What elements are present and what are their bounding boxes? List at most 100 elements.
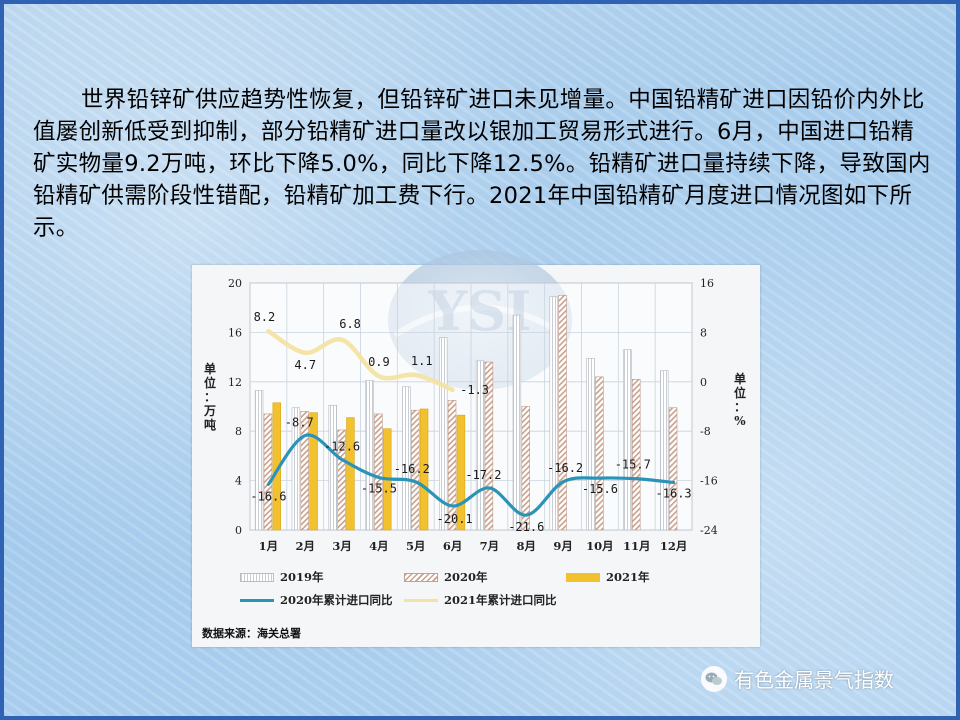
bar-2019年-3月 <box>328 404 337 531</box>
x-tick-label: 6月 <box>443 539 463 553</box>
y2-axis-title: 单位：% <box>734 371 746 428</box>
y2-tick-label: -16 <box>700 475 718 488</box>
legend-swatch-2021-yoy <box>404 598 438 602</box>
data-label-2021-yoy: 4.7 <box>294 358 316 372</box>
bar-2019年-1月 <box>254 390 264 531</box>
line-2020-yoy <box>266 433 676 517</box>
data-label-2021-yoy: 8.2 <box>254 310 276 324</box>
data-label-2020-yoy: -15.5 <box>361 482 397 496</box>
bar-2020年-4月 <box>374 413 383 531</box>
chart-svg: 0 4 8 12 16 20 -24 -16 -8 0 8 16 1月 2月 3月 4月 5月 6月 7月 8月 9月 1… <box>203 277 746 553</box>
y2-tick-label: 0 <box>700 376 707 389</box>
bar-2021年-5月 <box>419 408 429 531</box>
x-tick-label: 11月 <box>623 539 651 553</box>
legend-label-2019: 2019年 <box>280 570 324 584</box>
legend-label-2020-yoy: 2020年累计进口同比 <box>280 593 393 607</box>
y-tick-label: 16 <box>228 326 242 339</box>
bar-2021年-3月 <box>346 417 355 531</box>
x-tick-label: 2月 <box>295 539 315 553</box>
bar-2019年-5月 <box>402 386 411 531</box>
data-label-2020-yoy: -12.6 <box>324 440 360 454</box>
data-label-2020-yoy: -20.1 <box>437 512 473 526</box>
bar-2019年-7月 <box>475 360 485 531</box>
legend-item-2020: 2020年 <box>404 569 488 585</box>
legend-swatch-2019 <box>240 572 274 582</box>
x-tick-label: 1月 <box>259 539 279 553</box>
bar-2020年-1月 <box>263 413 273 531</box>
bar-2019年-11月 <box>623 349 632 531</box>
y-tick-label: 0 <box>235 524 242 537</box>
bar-2020年-9月 <box>558 295 567 531</box>
x-tick-label: 10月 <box>586 539 614 553</box>
bar-2019年-2月 <box>291 407 301 531</box>
frame-top <box>0 0 960 4</box>
x-tick-label: 7月 <box>480 539 500 553</box>
y2-tick-label: 8 <box>700 326 707 339</box>
bar-2020年-5月 <box>411 409 420 531</box>
bar-2021年-2月 <box>309 412 318 531</box>
bar-2019年-4月 <box>365 380 374 531</box>
y2-tick-label: -24 <box>700 524 718 537</box>
bar-2019年-9月 <box>549 296 558 531</box>
legend-item-2021-yoy: 2021年累计进口同比 <box>404 592 557 608</box>
legend-swatch-2020-yoy <box>240 598 274 602</box>
data-label-2020-yoy: -17.2 <box>465 468 501 482</box>
y-tick-label: 20 <box>228 277 242 290</box>
frame-bottom <box>0 716 960 720</box>
bar-2020年-10月 <box>595 376 604 531</box>
wechat-icon <box>701 665 727 692</box>
x-tick-label: 5月 <box>406 539 426 553</box>
x-tick-label: 12月 <box>660 539 688 553</box>
line-2021-yoy <box>266 328 455 393</box>
bar-2020年-11月 <box>632 379 641 531</box>
chart-axes: 0 4 8 12 16 20 -24 -16 -8 0 8 16 1月 2月 3月 4月 5月 6月 7月 8月 9月 1… <box>203 277 746 553</box>
y-tick-label: 4 <box>235 475 242 488</box>
data-label-2021-yoy: -1.3 <box>460 383 489 397</box>
legend-label-2021-yoy: 2021年累计进口同比 <box>444 593 557 607</box>
y-tick-label: 12 <box>228 376 242 389</box>
y-axis-title: 单位：万吨 <box>203 361 216 432</box>
data-label-2021-yoy: 1.1 <box>411 354 433 368</box>
legend-item-2021: 2021年 <box>566 569 650 585</box>
bar-2020年-7月 <box>484 361 494 531</box>
data-source-note: 数据来源：海关总署 <box>202 627 301 640</box>
bar-2020年-6月 <box>447 400 457 531</box>
data-label-2021-yoy: 6.8 <box>339 317 361 331</box>
x-tick-label: 9月 <box>553 539 573 553</box>
bar-2019年-12月 <box>660 370 669 531</box>
x-tick-label: 4月 <box>369 539 389 553</box>
x-tick-label: 8月 <box>516 539 536 553</box>
brand-mark: 有色金属景气指数 <box>700 664 894 693</box>
bar-2020年-8月 <box>521 406 530 531</box>
bar-2019年-6月 <box>439 337 448 531</box>
body-paragraph: 世界铅锌矿供应趋势性恢复，但铅锌矿进口未见增量。中国铅精矿进口因铅价内外比值屡创… <box>33 87 931 241</box>
bar-2020年-3月 <box>337 429 346 531</box>
legend-swatch-2021 <box>566 572 600 582</box>
bar-2021年-6月 <box>456 414 466 531</box>
brand-name: 有色金属景气指数 <box>734 668 894 692</box>
y2-tick-label: -8 <box>700 425 711 438</box>
bar-2020年-2月 <box>300 411 309 531</box>
y-tick-label: 8 <box>235 425 242 438</box>
data-label-2020-yoy: -8.7 <box>285 416 314 430</box>
frame-right <box>956 0 960 720</box>
data-label-2020-yoy: -16.2 <box>547 461 583 475</box>
data-label-2020-yoy: -21.6 <box>508 520 544 534</box>
bar-2020年-12月 <box>668 407 678 531</box>
legend-label-2021: 2021年 <box>606 570 650 584</box>
bar-2019年-10月 <box>586 358 595 531</box>
legend-item-2020-yoy: 2020年累计进口同比 <box>240 592 393 608</box>
data-label-2020-yoy: -15.6 <box>582 482 618 496</box>
legend-label-2020: 2020年 <box>444 570 488 584</box>
data-label-2021-yoy: 0.9 <box>368 355 390 369</box>
legend-swatch-2020 <box>404 572 438 582</box>
data-label-2020-yoy: -15.7 <box>615 458 651 472</box>
data-label-2020-yoy: -16.2 <box>394 462 430 476</box>
chart-lines <box>266 328 676 517</box>
y2-tick-label: 16 <box>700 277 714 290</box>
bar-2019年-8月 <box>512 314 522 531</box>
x-tick-label: 3月 <box>332 539 352 553</box>
data-label-2020-yoy: -16.3 <box>656 486 692 500</box>
chart-grid <box>249 282 693 531</box>
